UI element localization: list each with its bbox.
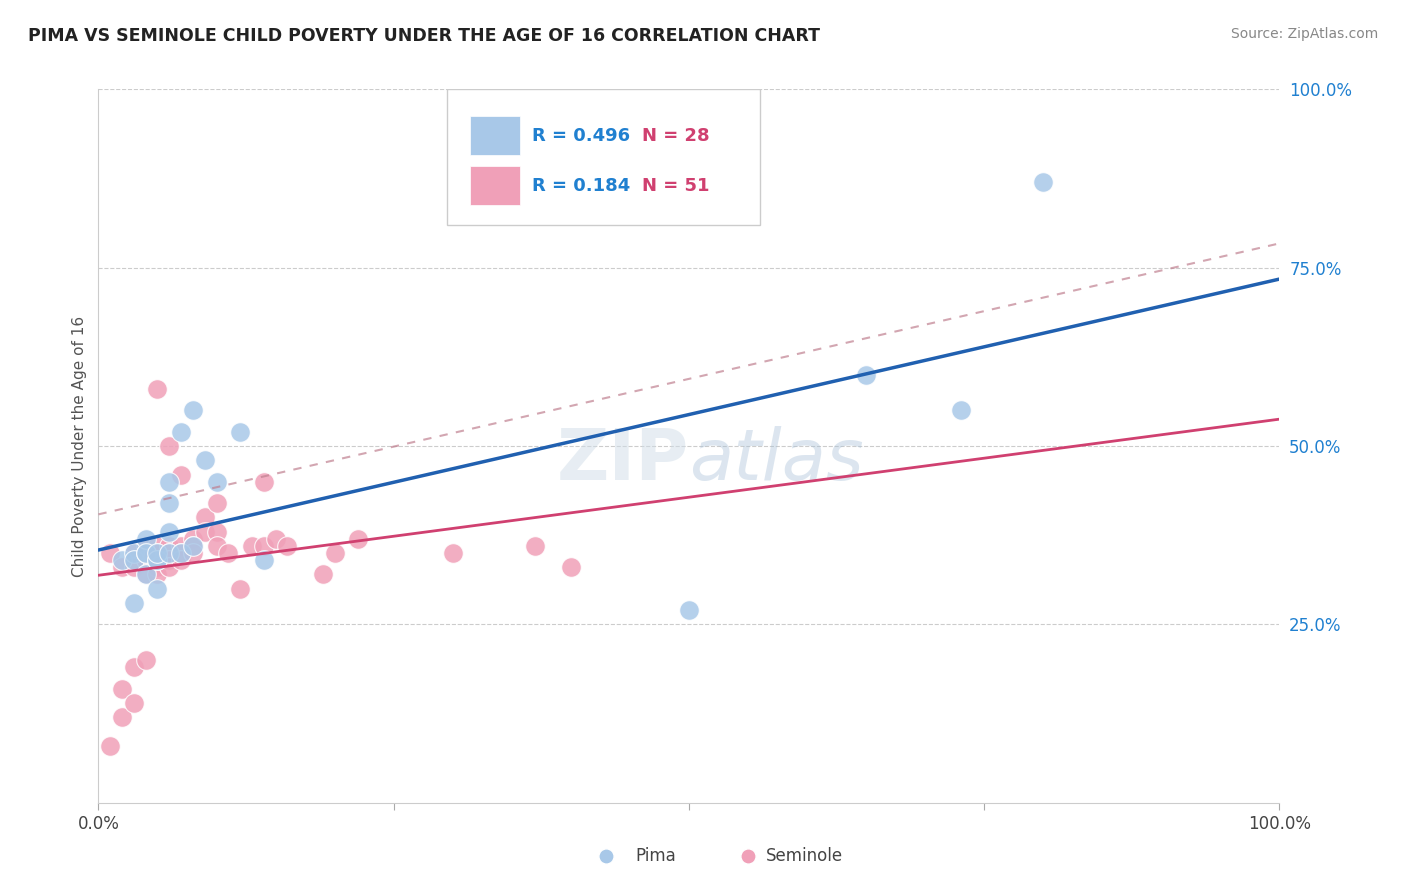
Point <box>240 539 263 553</box>
Point <box>170 467 193 482</box>
FancyBboxPatch shape <box>447 89 759 225</box>
Point <box>157 524 180 539</box>
Point <box>146 553 169 567</box>
Point <box>122 596 145 610</box>
Text: N = 28: N = 28 <box>641 127 709 145</box>
Point <box>157 439 180 453</box>
Text: N = 51: N = 51 <box>641 177 709 194</box>
FancyBboxPatch shape <box>471 166 520 205</box>
Point <box>122 553 145 567</box>
Point <box>205 539 228 553</box>
Point <box>98 739 121 753</box>
Point <box>135 546 157 560</box>
Point <box>122 560 145 574</box>
Point <box>170 546 193 560</box>
Point <box>146 582 169 596</box>
Point <box>135 567 157 582</box>
Point <box>122 553 145 567</box>
Point <box>194 524 217 539</box>
Point <box>146 560 169 574</box>
Point <box>111 560 134 574</box>
Point <box>264 532 287 546</box>
Point <box>157 560 180 574</box>
Point <box>122 546 145 560</box>
Point <box>170 539 193 553</box>
Point <box>157 553 180 567</box>
Y-axis label: Child Poverty Under the Age of 16: Child Poverty Under the Age of 16 <box>72 316 87 576</box>
Point <box>111 681 134 696</box>
Point <box>347 532 370 546</box>
Point <box>135 553 157 567</box>
Text: ZIP: ZIP <box>557 425 689 495</box>
Point <box>111 710 134 724</box>
Point <box>157 546 180 560</box>
Point <box>312 567 335 582</box>
Point <box>135 653 157 667</box>
Point <box>181 539 204 553</box>
Point <box>170 425 193 439</box>
Point <box>253 475 276 489</box>
Text: atlas: atlas <box>689 425 863 495</box>
Point <box>1032 175 1054 189</box>
Point <box>122 696 145 710</box>
Point <box>146 553 169 567</box>
Point <box>98 546 121 560</box>
Point <box>122 660 145 674</box>
Point <box>737 849 759 863</box>
Point <box>253 539 276 553</box>
Text: Source: ZipAtlas.com: Source: ZipAtlas.com <box>1230 27 1378 41</box>
Text: Seminole: Seminole <box>766 847 842 865</box>
Point <box>157 539 180 553</box>
Point <box>181 532 204 546</box>
Point <box>217 546 239 560</box>
Point <box>194 510 217 524</box>
Point <box>253 553 276 567</box>
Point <box>157 475 180 489</box>
Point <box>111 553 134 567</box>
Point <box>146 382 169 396</box>
Text: R = 0.184: R = 0.184 <box>531 177 630 194</box>
Point <box>441 546 464 560</box>
Text: Pima: Pima <box>636 847 676 865</box>
Point <box>595 849 617 863</box>
Point <box>323 546 346 560</box>
Point <box>229 582 252 596</box>
Text: PIMA VS SEMINOLE CHILD POVERTY UNDER THE AGE OF 16 CORRELATION CHART: PIMA VS SEMINOLE CHILD POVERTY UNDER THE… <box>28 27 820 45</box>
Point <box>194 453 217 467</box>
Point <box>205 475 228 489</box>
Point <box>135 546 157 560</box>
Point <box>135 546 157 560</box>
Point <box>170 553 193 567</box>
Point <box>157 496 180 510</box>
Text: R = 0.496: R = 0.496 <box>531 127 630 145</box>
Point <box>205 496 228 510</box>
Point <box>157 546 180 560</box>
Point <box>181 539 204 553</box>
Point <box>135 567 157 582</box>
Point <box>678 603 700 617</box>
Point <box>560 560 582 574</box>
Point <box>229 425 252 439</box>
Point <box>146 546 169 560</box>
Point <box>170 546 193 560</box>
Point <box>949 403 972 417</box>
Point <box>524 539 547 553</box>
Point <box>146 539 169 553</box>
Point <box>122 546 145 560</box>
Point <box>146 553 169 567</box>
FancyBboxPatch shape <box>471 116 520 155</box>
Point <box>146 546 169 560</box>
Point <box>855 368 877 382</box>
Point <box>276 539 298 553</box>
Point <box>181 403 204 417</box>
Point <box>181 546 204 560</box>
Point <box>205 524 228 539</box>
Point <box>135 532 157 546</box>
Point <box>146 567 169 582</box>
Point <box>135 539 157 553</box>
